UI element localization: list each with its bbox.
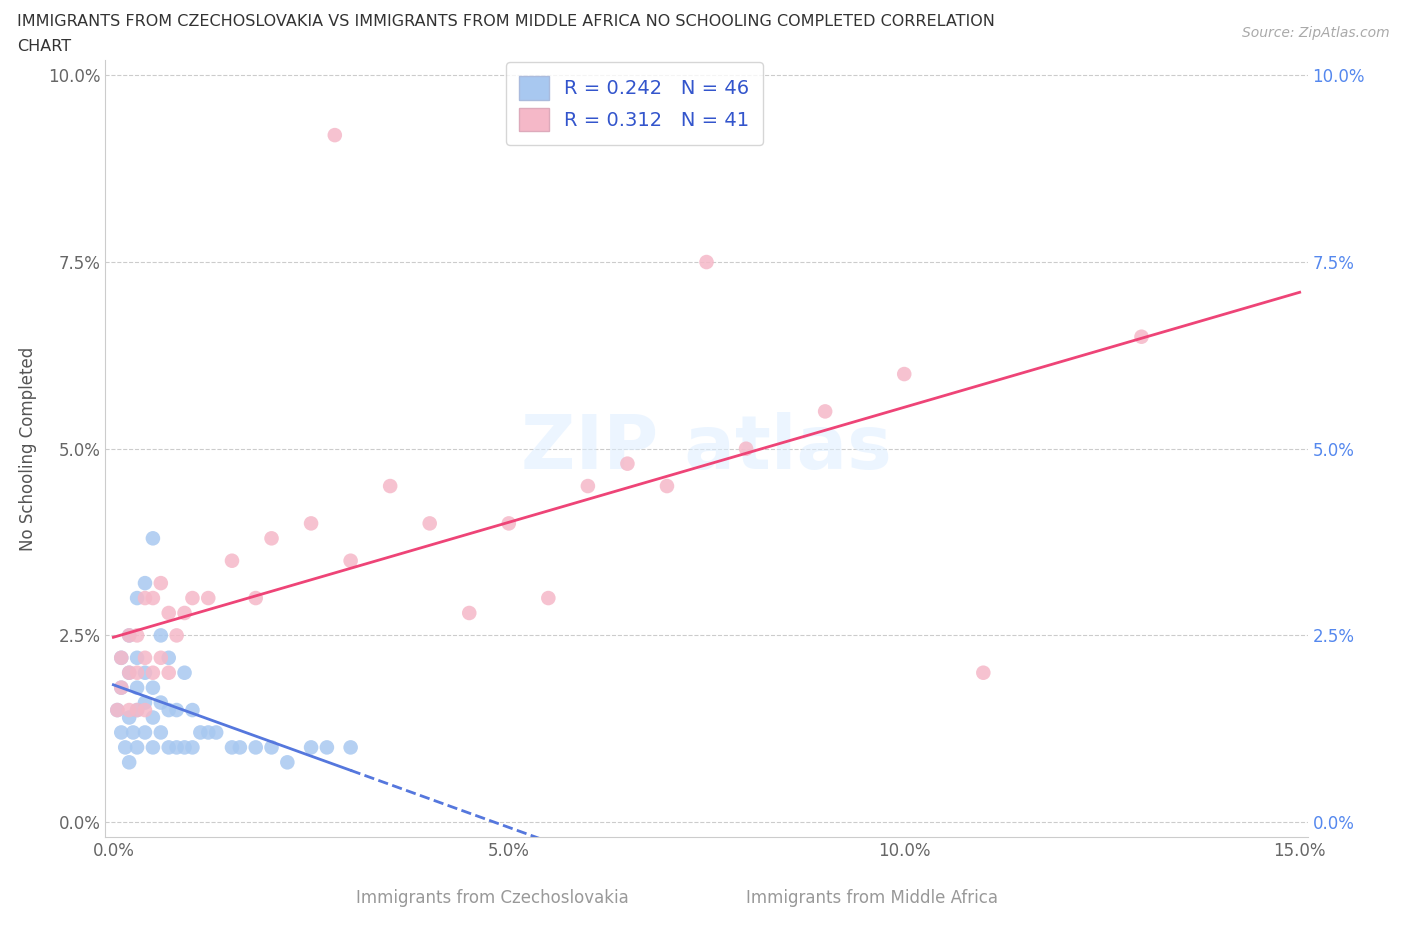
Point (166, 740, 188, 755)
Point (166, 628, 188, 643)
Point (197, 591, 219, 605)
Point (110, 680, 132, 695)
Text: IMMIGRANTS FROM CZECHOSLOVAKIA VS IMMIGRANTS FROM MIDDLE AFRICA NO SCHOOLING COM: IMMIGRANTS FROM CZECHOSLOVAKIA VS IMMIGR… (17, 14, 995, 29)
Point (114, 740, 136, 755)
Point (537, 591, 560, 605)
Point (972, 665, 994, 680)
Point (118, 628, 141, 643)
Text: ZIP atlas: ZIP atlas (522, 412, 891, 485)
Point (110, 680, 132, 695)
Y-axis label: No Schooling Completed: No Schooling Completed (18, 347, 37, 551)
Point (134, 591, 156, 605)
Text: CHART: CHART (17, 39, 70, 54)
Point (221, 553, 243, 568)
Point (339, 553, 361, 568)
Text: Source: ZipAtlas.com: Source: ZipAtlas.com (1241, 26, 1389, 40)
Point (149, 725, 172, 740)
Point (339, 740, 361, 755)
Point (134, 695, 156, 710)
Point (616, 457, 638, 472)
Point (134, 665, 156, 680)
Point (181, 740, 204, 755)
Point (197, 725, 219, 740)
Point (655, 479, 678, 494)
Point (380, 479, 402, 494)
Point (105, 703, 128, 718)
Point (245, 591, 267, 605)
Point (323, 127, 346, 142)
Point (893, 366, 915, 381)
Point (157, 650, 180, 665)
Point (118, 703, 141, 718)
Point (181, 591, 204, 605)
Point (149, 650, 172, 665)
Point (1130, 329, 1153, 344)
Point (157, 740, 180, 755)
Point (127, 665, 149, 680)
Point (127, 703, 149, 718)
Point (276, 755, 298, 770)
Point (149, 576, 172, 591)
Point (181, 703, 204, 718)
Text: Immigrants from Middle Africa: Immigrants from Middle Africa (745, 889, 998, 907)
Point (110, 650, 132, 665)
Point (105, 703, 128, 718)
Point (173, 740, 195, 755)
Point (166, 703, 188, 718)
Point (245, 740, 267, 755)
Point (134, 650, 156, 665)
Point (229, 740, 252, 755)
Point (134, 576, 156, 591)
Point (118, 665, 141, 680)
Point (173, 665, 195, 680)
Point (260, 531, 283, 546)
Point (127, 628, 149, 643)
Point (814, 404, 837, 418)
Point (173, 605, 195, 620)
Point (127, 650, 149, 665)
Point (118, 628, 141, 643)
Point (142, 740, 165, 755)
Point (142, 591, 165, 605)
Point (188, 725, 212, 740)
Point (142, 680, 165, 695)
Point (458, 605, 481, 620)
Point (110, 650, 132, 665)
Legend: R = 0.242   N = 46, R = 0.312   N = 41: R = 0.242 N = 46, R = 0.312 N = 41 (506, 62, 763, 145)
Point (127, 740, 149, 755)
Point (205, 725, 228, 740)
Point (118, 711, 141, 725)
Point (498, 516, 520, 531)
Point (157, 703, 180, 718)
Point (735, 442, 758, 457)
Point (149, 695, 172, 710)
Point (134, 725, 156, 740)
Point (157, 605, 180, 620)
Point (134, 703, 156, 718)
Point (122, 725, 145, 740)
Point (149, 628, 172, 643)
Point (127, 703, 149, 718)
Point (260, 740, 283, 755)
Point (157, 665, 180, 680)
Point (142, 711, 165, 725)
Point (142, 665, 165, 680)
Point (299, 740, 322, 755)
Point (315, 740, 337, 755)
Point (118, 755, 141, 770)
Point (696, 255, 718, 270)
Point (127, 591, 149, 605)
Point (142, 531, 165, 546)
Text: Immigrants from Czechoslovakia: Immigrants from Czechoslovakia (356, 889, 628, 907)
Point (419, 516, 441, 531)
Point (221, 740, 243, 755)
Point (110, 725, 132, 740)
Point (299, 516, 322, 531)
Point (127, 680, 149, 695)
Point (576, 479, 599, 494)
Point (118, 665, 141, 680)
